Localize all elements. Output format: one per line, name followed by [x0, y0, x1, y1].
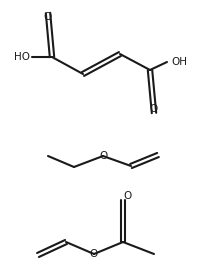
Text: O: O	[150, 104, 158, 114]
Text: O: O	[99, 151, 107, 161]
Text: O: O	[123, 191, 131, 201]
Text: O: O	[90, 249, 98, 259]
Text: HO: HO	[14, 52, 30, 62]
Text: OH: OH	[171, 57, 187, 67]
Text: O: O	[44, 12, 52, 22]
